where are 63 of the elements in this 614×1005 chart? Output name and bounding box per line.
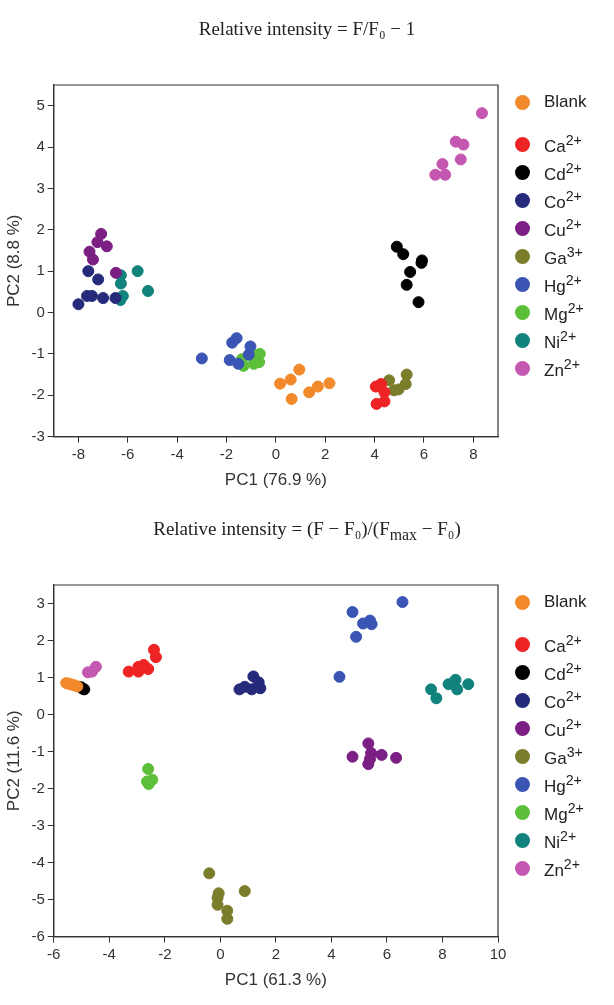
legend-label: Cu$^{2+}$ [544, 715, 582, 741]
x-tick-label: 8 [469, 444, 478, 462]
legend-label: Mg$^{2+}$ [544, 299, 584, 325]
x-tick-label: 6 [419, 444, 429, 462]
legend-label: Zn$^{2+}$ [544, 855, 580, 881]
x-tick-label: 6 [382, 944, 392, 962]
y-tick-label: -6 [31, 926, 45, 944]
legend-label: Blank [544, 592, 587, 612]
legend-label: Ni$^{2+}$ [544, 327, 577, 353]
y-tick-label: 0 [36, 704, 45, 722]
x-axis-title: PC1 (76.9 %) [224, 470, 327, 490]
legend-label: Co$^{2+}$ [544, 687, 582, 713]
legend-label: Mg$^{2+}$ [544, 799, 584, 825]
x-tick-label: 0 [271, 444, 281, 462]
x-tick-label: 8 [438, 944, 447, 962]
y-tick-label: 3 [36, 178, 45, 196]
y-tick-label: 3 [36, 593, 45, 611]
x-tick-label: 0 [216, 944, 225, 962]
x-tick-label: 4 [370, 444, 379, 462]
y-axis-title: PC2 (8.8 %) [3, 214, 23, 308]
y-tick-label: -1 [31, 344, 45, 362]
y-tick-label: -4 [31, 852, 45, 870]
x-tick-label: 10 [489, 944, 507, 962]
x-axis-title: PC1 (61.3 %) [224, 970, 327, 990]
y-tick-label: -1 [31, 741, 45, 759]
legend-label: Ga$^{3+}$ [544, 243, 583, 269]
x-tick-label: -2 [219, 444, 234, 462]
x-tick-label: -4 [102, 944, 116, 962]
x-tick-label: -4 [170, 444, 184, 462]
chart-title: Relative intensity = F/F₀ − 1 [197, 18, 417, 40]
y-tick-label: 1 [36, 261, 45, 279]
legend-label: Hg$^{2+}$ [544, 771, 582, 797]
x-tick-label: 4 [327, 944, 336, 962]
y-tick-label: -2 [31, 778, 45, 796]
legend-label: Zn$^{2+}$ [544, 355, 580, 381]
y-tick-label: 2 [36, 630, 45, 648]
y-tick-label: 1 [36, 667, 45, 685]
legend-label: Co$^{2+}$ [544, 187, 582, 213]
y-tick-label: 4 [36, 137, 45, 155]
y-tick-label: -5 [31, 889, 45, 907]
legend-label: Hg$^{2+}$ [544, 271, 582, 297]
x-tick-label: 2 [321, 444, 330, 462]
y-tick-label: -3 [31, 426, 45, 444]
legend-label: Blank [544, 92, 587, 112]
x-tick-label: -8 [71, 444, 86, 462]
y-tick-label: 2 [36, 219, 45, 237]
y-tick-label: 5 [36, 95, 45, 113]
legend-label: Cu$^{2+}$ [544, 215, 582, 241]
x-tick-label: -2 [158, 944, 172, 962]
legend-label: Ca$^{2+}$ [544, 131, 582, 157]
legend-label: Cd$^{2+}$ [544, 159, 582, 185]
x-tick-label: -6 [47, 944, 61, 962]
legend-label: Cd$^{2+}$ [544, 659, 582, 685]
y-tick-label: -3 [31, 815, 45, 833]
x-tick-label: 2 [271, 944, 281, 962]
legend-label: Ni$^{2+}$ [544, 827, 577, 853]
y-axis-title: PC2 (11.6 %) [3, 710, 23, 812]
y-tick-label: 0 [36, 302, 45, 320]
y-tick-label: -2 [31, 385, 45, 403]
chart-title: Relative intensity = (F − F₀)/(F$_{max}$ − F₀) [152, 518, 462, 544]
legend-label: Ca$^{2+}$ [544, 631, 582, 657]
legend-label: Ga$^{3+}$ [544, 743, 583, 769]
x-tick-label: -6 [121, 444, 135, 462]
